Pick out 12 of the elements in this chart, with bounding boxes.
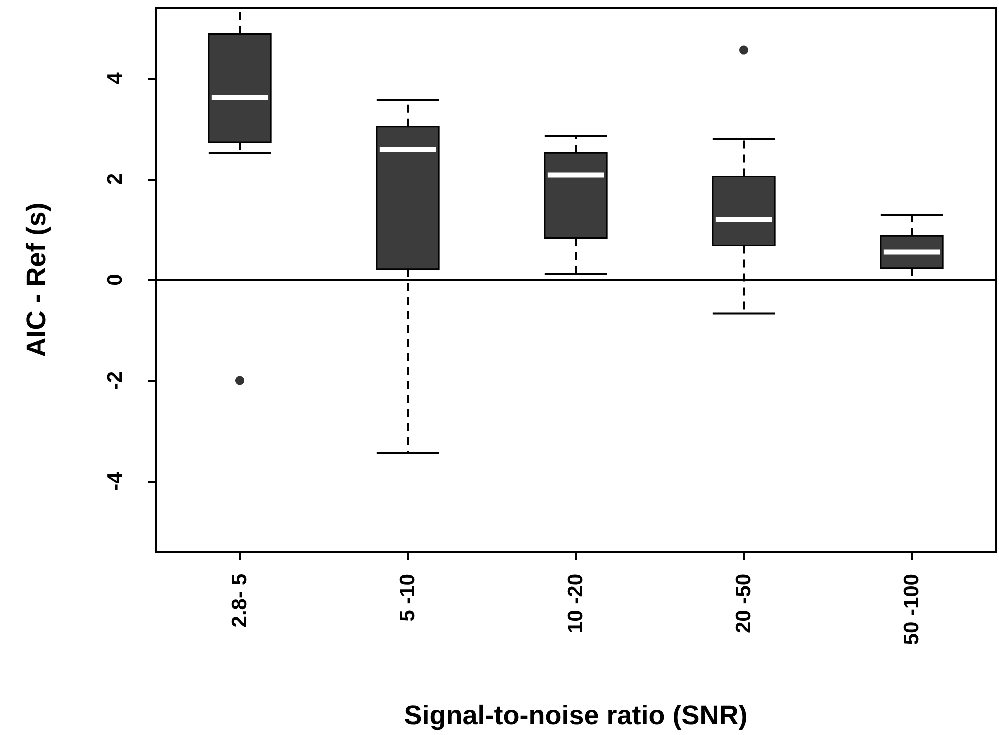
x-tick-label: 50 -100 [900,574,924,646]
y-tick-label: -2 [104,371,127,390]
y-tick-label: 0 [104,274,127,286]
x-axis-title: Signal-to-noise ratio (SNR) [404,700,748,730]
y-tick-label: 4 [104,72,127,84]
x-tick-label: 20 -50 [732,574,756,634]
x-tick-label: 2.8- 5 [228,574,252,628]
x-tick-label: 10 -20 [564,574,588,634]
y-tick-label: 2 [104,173,127,186]
y-tick-label: -4 [104,472,127,491]
y-axis-title: AIC - Ref (s) [22,202,52,358]
x-tick-label: 5 -10 [396,574,420,622]
